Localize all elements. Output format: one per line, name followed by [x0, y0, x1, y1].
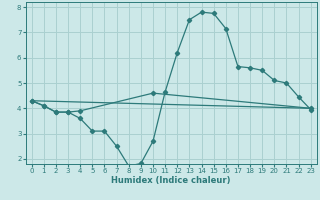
- X-axis label: Humidex (Indice chaleur): Humidex (Indice chaleur): [111, 176, 231, 185]
